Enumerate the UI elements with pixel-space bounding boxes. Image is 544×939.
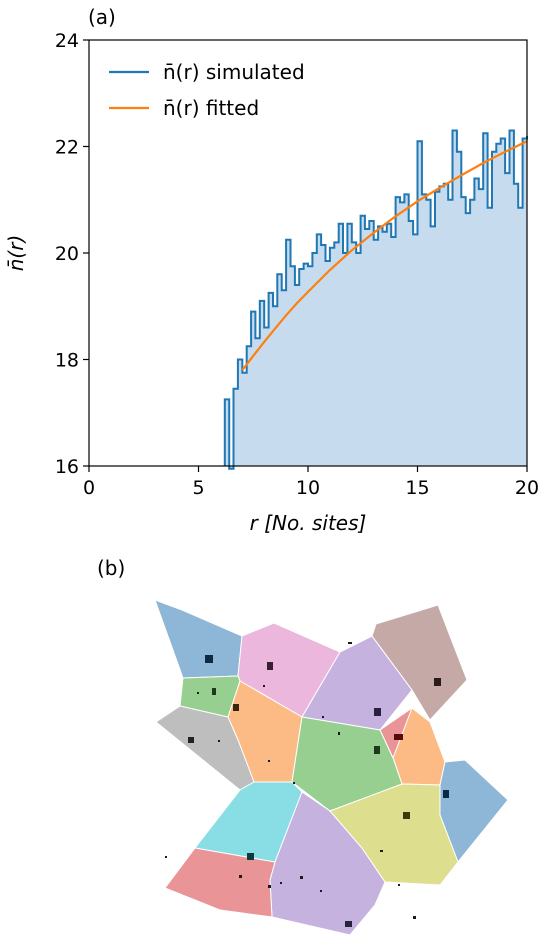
voronoi-cell-blue-top-left <box>154 599 243 679</box>
x-axis-label: r [No. sites] <box>250 511 367 535</box>
site-marker <box>338 732 340 735</box>
voronoi-cell-brown <box>371 604 468 721</box>
site-marker <box>188 737 194 743</box>
site-marker <box>247 853 254 860</box>
legend-fitted-label: n̄(r) fitted <box>163 96 259 120</box>
voronoi-cell-purple-top <box>301 635 413 731</box>
site-marker <box>398 884 400 886</box>
site-marker <box>212 688 216 695</box>
site-marker <box>394 734 403 740</box>
site-marker <box>413 916 416 919</box>
site-marker <box>320 890 322 892</box>
y-axis-label: n̄(r) <box>4 235 28 272</box>
x-tick-label: 15 <box>405 477 429 499</box>
panel-a-label: (a) <box>88 5 116 29</box>
x-tick-label: 20 <box>515 477 539 499</box>
y-tick-label: 16 <box>55 456 79 478</box>
y-tick-label: 22 <box>55 137 79 159</box>
panel-b-label: (b) <box>97 556 125 580</box>
voronoi-cell-red-bottom <box>164 847 276 918</box>
site-marker <box>197 692 199 694</box>
voronoi-cell-olive <box>329 783 459 886</box>
fitted-curve <box>241 140 528 371</box>
legend-simulated-label: n̄(r) simulated <box>163 60 305 84</box>
y-tick-label: 24 <box>55 30 79 52</box>
step-chart: 0 5 10 15 20 16 18 20 22 24 r [No. sites] n̄(r) … <box>4 30 539 535</box>
site-marker <box>374 708 381 716</box>
site-marker <box>205 655 213 663</box>
site-marker <box>239 875 242 878</box>
voronoi-diagram <box>154 599 509 936</box>
x-tick-label: 0 <box>83 477 95 499</box>
x-tick-label: 5 <box>192 477 204 499</box>
site-marker <box>345 921 352 927</box>
site-marker <box>268 760 270 762</box>
site-marker <box>434 678 441 686</box>
y-tick-label: 20 <box>55 243 79 265</box>
site-marker <box>300 876 303 879</box>
site-marker <box>403 812 410 819</box>
y-tick-label: 18 <box>55 350 79 372</box>
site-marker <box>443 790 449 798</box>
site-marker <box>218 740 220 742</box>
y-axis-ticks: 16 18 20 22 24 <box>55 30 89 478</box>
site-marker <box>374 746 380 754</box>
legend: n̄(r) simulated n̄(r) fitted <box>109 60 305 120</box>
site-markers <box>165 642 449 927</box>
site-marker <box>280 882 282 884</box>
simulated-step-line <box>223 129 528 470</box>
site-marker <box>268 885 271 888</box>
site-marker <box>348 642 352 644</box>
x-tick-label: 10 <box>296 477 320 499</box>
site-marker <box>322 716 324 718</box>
x-axis-ticks: 0 5 10 15 20 <box>83 466 539 499</box>
site-marker <box>380 850 383 852</box>
site-marker <box>293 782 295 784</box>
site-marker <box>233 704 239 711</box>
site-marker <box>267 662 273 670</box>
site-marker <box>263 685 265 687</box>
simulated-area-fill <box>224 130 528 469</box>
site-marker <box>165 856 167 858</box>
